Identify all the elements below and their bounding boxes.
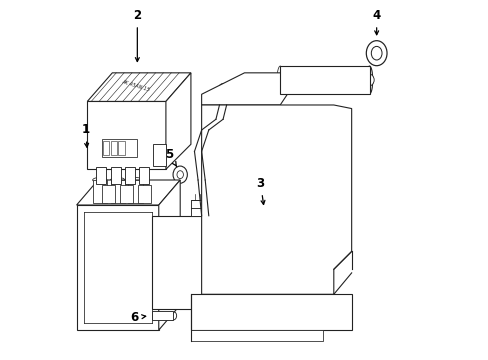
Polygon shape — [93, 180, 107, 203]
Circle shape — [128, 311, 144, 327]
Ellipse shape — [177, 171, 183, 179]
Polygon shape — [96, 167, 106, 184]
Text: 1: 1 — [81, 123, 89, 147]
Circle shape — [108, 256, 120, 268]
Circle shape — [231, 307, 242, 318]
Polygon shape — [110, 141, 117, 155]
Polygon shape — [138, 185, 151, 203]
Circle shape — [131, 256, 142, 268]
Polygon shape — [77, 205, 159, 330]
Ellipse shape — [148, 311, 155, 320]
Ellipse shape — [93, 177, 107, 183]
Polygon shape — [110, 180, 124, 203]
Polygon shape — [165, 73, 190, 169]
Text: AK 45AN 15: AK 45AN 15 — [121, 79, 150, 92]
Ellipse shape — [110, 177, 124, 183]
Polygon shape — [77, 180, 180, 205]
Ellipse shape — [138, 184, 151, 187]
Polygon shape — [201, 73, 287, 105]
Ellipse shape — [120, 184, 133, 187]
Polygon shape — [102, 185, 115, 203]
Text: 4: 4 — [372, 9, 380, 35]
Text: 2: 2 — [133, 9, 141, 62]
Circle shape — [80, 284, 101, 305]
Ellipse shape — [370, 46, 381, 60]
Circle shape — [84, 256, 96, 268]
Polygon shape — [190, 330, 323, 341]
Ellipse shape — [276, 66, 283, 94]
Circle shape — [131, 289, 142, 300]
Ellipse shape — [128, 201, 142, 206]
Ellipse shape — [173, 166, 187, 183]
Circle shape — [125, 251, 147, 273]
Polygon shape — [102, 141, 109, 155]
Polygon shape — [151, 216, 244, 309]
Polygon shape — [124, 167, 135, 184]
Polygon shape — [87, 73, 190, 102]
Ellipse shape — [366, 66, 372, 94]
Polygon shape — [201, 105, 351, 294]
Polygon shape — [159, 180, 180, 330]
Polygon shape — [190, 200, 210, 216]
Polygon shape — [102, 139, 137, 157]
Text: 3: 3 — [256, 177, 264, 204]
Polygon shape — [280, 66, 369, 94]
Circle shape — [125, 284, 147, 305]
Circle shape — [80, 251, 101, 273]
Polygon shape — [120, 185, 133, 203]
Circle shape — [108, 289, 120, 300]
Ellipse shape — [237, 216, 251, 309]
Polygon shape — [87, 102, 165, 169]
Circle shape — [361, 73, 373, 86]
Polygon shape — [118, 141, 124, 155]
Ellipse shape — [93, 201, 107, 206]
Circle shape — [292, 307, 303, 318]
Circle shape — [82, 311, 98, 327]
Ellipse shape — [280, 157, 308, 203]
Circle shape — [106, 311, 122, 327]
Polygon shape — [139, 167, 149, 184]
Text: 5: 5 — [165, 148, 176, 167]
Ellipse shape — [218, 84, 227, 94]
Circle shape — [84, 289, 96, 300]
Polygon shape — [153, 144, 165, 166]
Polygon shape — [190, 294, 351, 330]
Polygon shape — [110, 167, 121, 184]
Circle shape — [103, 284, 124, 305]
Circle shape — [103, 251, 124, 273]
Ellipse shape — [128, 177, 142, 183]
Ellipse shape — [144, 216, 159, 309]
Ellipse shape — [110, 201, 124, 206]
Circle shape — [219, 85, 226, 93]
Text: 6: 6 — [130, 311, 145, 324]
Ellipse shape — [280, 248, 294, 269]
Polygon shape — [128, 180, 142, 203]
Circle shape — [147, 274, 159, 286]
Circle shape — [147, 239, 159, 250]
Ellipse shape — [169, 311, 176, 320]
Ellipse shape — [366, 41, 386, 66]
Circle shape — [164, 128, 178, 143]
Polygon shape — [151, 311, 173, 320]
Ellipse shape — [102, 184, 115, 187]
